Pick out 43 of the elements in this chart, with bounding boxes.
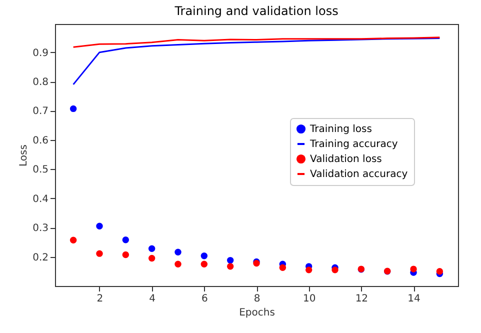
point (226, 256, 234, 264)
y-tick-label: 0.4 (32, 194, 48, 205)
point (200, 260, 208, 268)
y-tick-label: 0.8 (32, 77, 48, 88)
x-tick-label: 4 (149, 294, 156, 304)
chart-title: Training and validation loss (174, 4, 338, 18)
legend-label: Validation loss (310, 154, 382, 165)
y-axis-title: Loss (18, 144, 30, 166)
legend-label: Validation accuracy (310, 169, 408, 180)
point (226, 263, 234, 270)
x-tick-label: 10 (302, 294, 316, 304)
y-tick-label: 0.9 (32, 48, 48, 59)
point (148, 254, 156, 262)
point (96, 222, 103, 230)
y-tick-label: 0.3 (32, 223, 48, 234)
point (174, 260, 182, 268)
x-tick-label: 12 (355, 294, 368, 304)
point (174, 248, 182, 256)
legend-label: Training accuracy (309, 139, 398, 150)
point (70, 236, 77, 244)
point (279, 264, 286, 271)
y-tick-label: 0.5 (32, 164, 48, 176)
legend-label: Training loss (309, 124, 372, 135)
x-tick-label: 8 (254, 294, 260, 304)
line-series (72, 38, 440, 86)
point (200, 252, 208, 260)
y-tick-label: 0.2 (32, 252, 48, 264)
point (122, 251, 130, 258)
point (305, 266, 312, 274)
x-axis-title: Epochs (239, 308, 275, 318)
point (96, 250, 103, 257)
line-series (72, 36, 440, 48)
point (70, 105, 77, 112)
point (332, 266, 338, 274)
y-tick-label: 0.6 (32, 135, 48, 146)
point (122, 236, 130, 244)
point (148, 245, 156, 252)
y-tick-label: 0.7 (32, 106, 48, 118)
x-tick-label: 2 (96, 294, 104, 304)
point (410, 266, 417, 272)
x-tick-label: 14 (408, 294, 420, 304)
x-tick-label: 6 (201, 294, 208, 304)
point (436, 268, 444, 275)
